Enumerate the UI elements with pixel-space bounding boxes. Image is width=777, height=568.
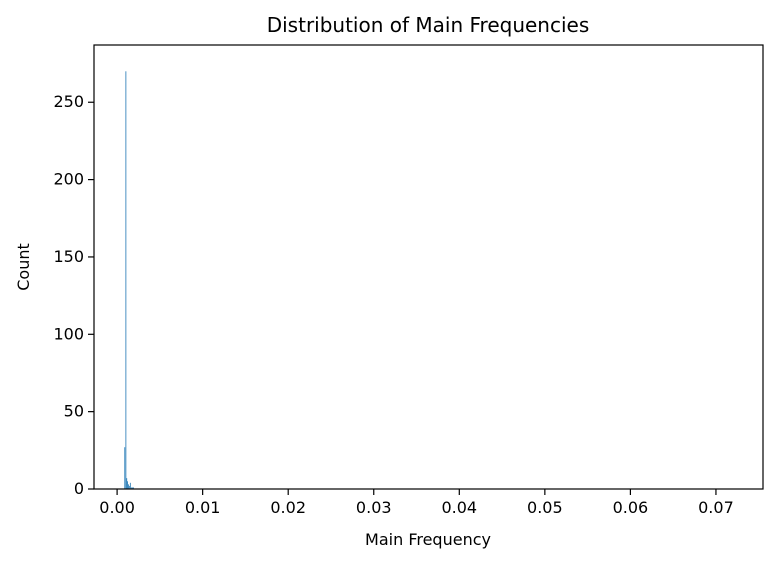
y-tick-label-2: 100 bbox=[53, 324, 84, 343]
y-tick-label-0: 0 bbox=[74, 479, 84, 498]
x-tick-label-5: 0.05 bbox=[527, 498, 563, 517]
axes-group bbox=[93, 44, 764, 490]
histogram-bar-0 bbox=[124, 447, 126, 489]
y-tick-label-4: 200 bbox=[53, 170, 84, 189]
x-tick-label-7: 0.07 bbox=[698, 498, 734, 517]
y-tick-label-3: 150 bbox=[53, 247, 84, 266]
histogram-bar-9 bbox=[133, 487, 134, 489]
x-tick-label-3: 0.03 bbox=[356, 498, 392, 517]
x-axis-label: Main Frequency bbox=[365, 530, 491, 549]
bars-group bbox=[124, 71, 134, 489]
plot-area-frame bbox=[93, 44, 764, 490]
y-tick-label-5: 250 bbox=[53, 92, 84, 111]
histogram-bar-7 bbox=[130, 487, 132, 489]
y-axis-label: Count bbox=[14, 243, 33, 291]
x-axis-ticks: 0.00 0.01 0.02 0.03 0.04 0.05 0.06 0.07 bbox=[99, 489, 734, 517]
chart-title: Distribution of Main Frequencies bbox=[267, 13, 590, 37]
x-tick-label-2: 0.02 bbox=[270, 498, 306, 517]
x-tick-label-4: 0.04 bbox=[441, 498, 477, 517]
x-tick-label-1: 0.01 bbox=[185, 498, 221, 517]
histogram-bar-1 bbox=[125, 71, 127, 489]
x-tick-label-0: 0.00 bbox=[99, 498, 135, 517]
x-tick-label-6: 0.06 bbox=[613, 498, 649, 517]
y-axis-ticks: 0 50 100 150 200 250 bbox=[53, 92, 94, 498]
histogram-bar-2 bbox=[126, 478, 128, 489]
histogram-bar-3 bbox=[127, 481, 128, 489]
histogram-bar-4 bbox=[128, 484, 129, 489]
histogram-bar-8 bbox=[132, 487, 133, 489]
y-tick-label-1: 50 bbox=[64, 402, 84, 421]
histogram-bar-5 bbox=[128, 485, 130, 489]
histogram-bar-6 bbox=[129, 482, 131, 489]
